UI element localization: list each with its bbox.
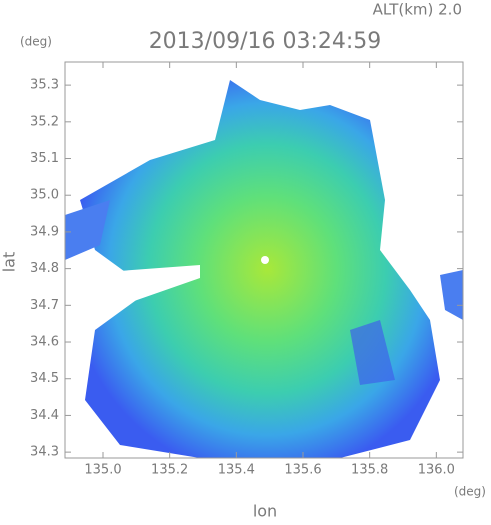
y-tick-label: 35.1 <box>30 151 59 166</box>
chart-title: 2013/09/16 03:24:59 <box>149 29 382 54</box>
y-unit: (deg) <box>20 35 52 49</box>
y-tick-label: 34.4 <box>30 408 59 423</box>
x-tick-label: 135.4 <box>218 463 255 478</box>
y-label: lat <box>0 252 19 273</box>
plot-frame <box>64 61 464 459</box>
x-tick-label: 135.0 <box>84 463 121 478</box>
x-tick-label: 135.8 <box>351 463 388 478</box>
y-tick-label: 34.5 <box>30 371 59 386</box>
y-tick-label: 34.7 <box>30 298 59 313</box>
y-tick-label: 34.6 <box>30 335 59 350</box>
y-tick-label: 34.9 <box>30 224 59 239</box>
y-tick-label: 34.8 <box>30 261 59 276</box>
y-tick-label: 35.2 <box>30 114 59 129</box>
x-tick-label: 135.2 <box>151 463 188 478</box>
subtitle: ALT(km) 2.0 <box>373 1 462 19</box>
y-tick-label: 35.3 <box>30 78 59 93</box>
x-tick-label: 136.0 <box>418 463 455 478</box>
x-label: lon <box>253 502 277 521</box>
y-tick-label: 35.0 <box>30 188 59 203</box>
x-tick-label: 135.6 <box>284 463 321 478</box>
x-unit: (deg) <box>454 485 486 499</box>
radar-field <box>65 80 463 458</box>
y-tick-label: 34.3 <box>30 445 59 460</box>
